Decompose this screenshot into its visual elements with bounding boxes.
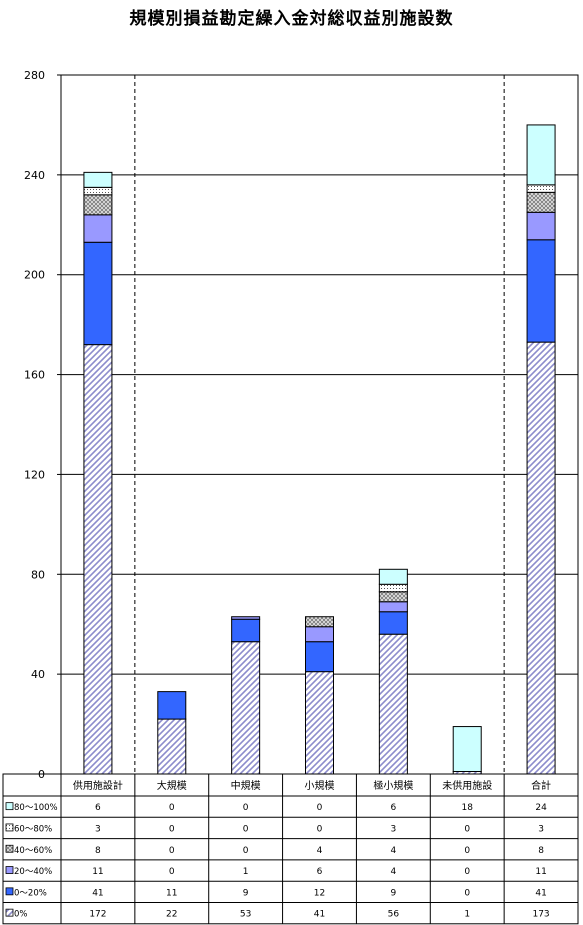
table-cell-value: 11 [166,888,177,898]
chart-title: 規模別損益勘定繰入金対総収益別施設数 [129,9,454,29]
table-cell-value: 4 [390,846,396,856]
table-cell-value: 0 [317,824,323,834]
bar-segment-0-2 [83,214,113,243]
table-cell-value: 41 [314,910,325,920]
data-table-frame [2,773,579,925]
table-cell-value: 0 [464,867,470,877]
legend-key [5,887,14,896]
table-header-label: 合計 [531,779,551,792]
y-tick-label: 240 [24,169,45,182]
table-header-label: 中規模 [231,779,261,792]
table-cell-value: 24 [535,803,547,813]
y-tick-label: 40 [31,668,45,681]
bar-segment-4-4 [378,583,408,593]
legend-label: 0% [14,910,28,920]
table-header-label: 小規模 [305,780,335,792]
table-header-label: 大規模 [157,779,187,792]
table-cell-value: 0 [464,824,470,834]
legend-label: 0～20% [14,888,47,898]
table-cell-value: 8 [538,846,544,856]
bar-segment-4-5 [378,568,408,585]
table-cell-value: 3 [538,824,544,834]
table-cell-value: 0 [243,803,249,813]
table-cell-value: 41 [535,888,546,898]
bar-segment-2-1 [231,618,261,643]
table-cell-value: 3 [95,824,101,834]
bar-segment-6-1 [526,239,556,343]
table-cell-value: 22 [166,910,177,920]
legend-key [5,823,14,832]
table-header-label: 未供用施設 [442,779,492,792]
bar-segment-1-1 [157,691,187,720]
bar-segment-0-3 [83,194,113,216]
legend-label: 60～80% [14,824,52,834]
table-header-label: 供用施設計 [73,779,123,792]
table-cell-value: 0 [243,846,249,856]
bar-segment-6-4 [526,184,556,193]
table-cell-value: 6 [390,803,396,813]
bar-segment-5-5 [452,726,482,773]
table-cell-value: 53 [240,910,251,920]
table-cell-value: 1 [243,867,249,877]
legend-label: 80～100% [14,803,58,813]
table-cell-value: 12 [314,888,325,898]
table-cell-value: 11 [92,867,103,877]
legend-label: 40～60% [14,846,52,856]
bar-segment-0-5 [83,171,113,188]
y-tick-label: 280 [24,69,45,82]
table-cell-value: 6 [317,867,323,877]
table-cell-value: 4 [390,867,396,877]
bar-segment-3-2 [305,626,334,643]
y-tick-label: 200 [24,269,45,282]
table-cell-value: 172 [89,910,106,920]
y-tick-label: 80 [31,568,45,581]
table-cell-value: 18 [461,803,473,813]
bar-segment-3-0 [305,671,334,775]
bar-segment-6-5 [526,124,556,186]
table-cell-value: 9 [390,888,396,898]
legend-key [5,802,14,811]
legend-label: 20～40% [14,867,52,877]
table-cell-value: 0 [464,888,470,898]
bar-segment-4-0 [378,633,408,775]
bar-segment-4-3 [378,591,408,603]
y-tick-label: 120 [24,468,45,481]
table-cell-value: 0 [243,824,249,834]
bar-segment-4-2 [378,601,408,613]
legend-key [5,908,14,917]
table-cell-value: 0 [169,846,175,856]
table-header-label: 極小規模 [373,779,413,792]
table-cell-value: 0 [317,803,323,813]
legend-key [5,844,14,853]
table-cell-value: 56 [388,910,400,920]
bar-segment-2-0 [231,641,261,775]
table-cell-value: 11 [535,867,546,877]
bar-segment-3-1 [305,641,334,673]
table-cell-value: 4 [317,846,323,856]
table-cell-value: 41 [92,888,103,898]
bar-segment-2-2 [231,616,261,620]
bar-segment-6-0 [526,341,556,775]
table-cell-value: 6 [95,803,101,813]
bar-segment-6-3 [526,191,556,213]
bar-segment-6-2 [526,211,556,241]
table-cell-value: 173 [532,910,549,920]
table-cell-value: 3 [390,824,396,834]
bar-segment-0-1 [83,241,113,346]
bar-segment-0-0 [83,344,113,775]
bar-segment-3-3 [305,616,334,628]
table-cell-value: 8 [95,846,101,856]
table-cell-value: 0 [464,846,470,856]
y-tick-label: 160 [24,369,45,382]
table-cell-value: 0 [169,867,175,877]
table-cell-value: 9 [243,888,249,898]
legend-key [5,866,14,874]
bar-segment-1-0 [157,718,187,775]
table-cell-value: 1 [464,910,470,920]
bar-segment-0-4 [83,186,113,196]
table-cell-value: 0 [169,824,175,834]
bar-segment-4-1 [378,611,408,635]
table-cell-value: 0 [169,803,175,813]
